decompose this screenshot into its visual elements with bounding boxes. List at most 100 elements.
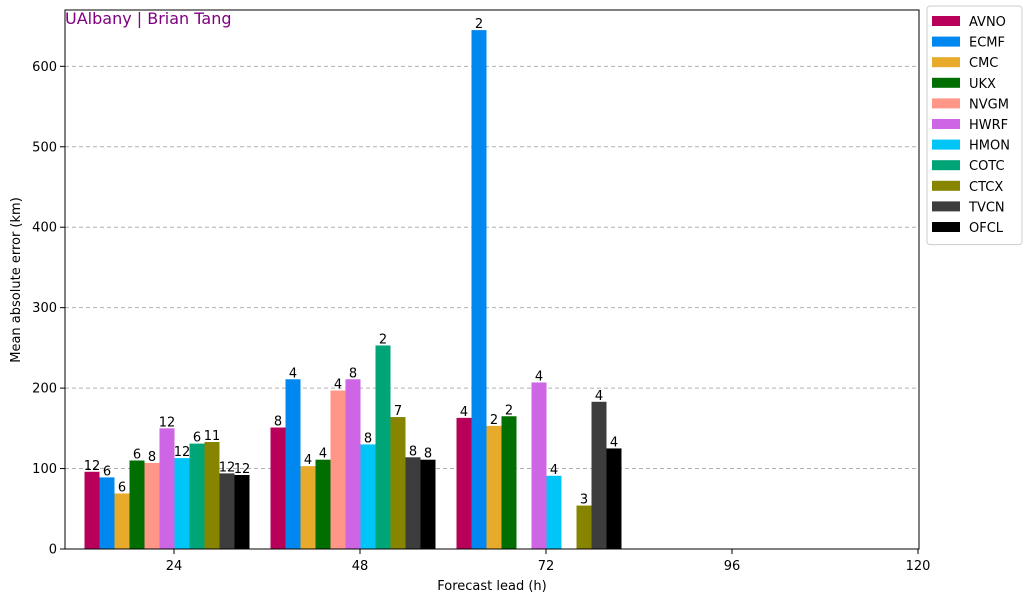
bar-count-label: 3 [580,493,588,508]
y-tick-label: 400 [32,221,57,236]
bar-avno-72 [456,417,472,549]
bar-count-label: 4 [610,435,618,450]
bar-cmc-72 [486,425,502,549]
bar-count-label: 6 [133,448,141,463]
x-tick-label: 24 [166,559,183,574]
y-tick-label: 500 [32,140,57,155]
bar-count-label: 4 [460,405,468,420]
legend-label-hwrf: HWRF [969,118,1008,133]
bar-ofcl-72 [606,448,622,549]
bar-count-label: 8 [424,447,432,462]
bars [84,30,622,550]
bar-ctcx-24 [204,442,220,549]
x-tick-label: 48 [352,559,369,574]
plot-frame [64,9,920,550]
bar-count-label: 2 [490,413,498,428]
bar-count-label: 4 [334,378,342,393]
y-tick-label: 200 [32,382,57,397]
bar-count-label: 2 [379,332,387,347]
bar-ofcl-48 [420,459,436,549]
bar-count-label: 8 [274,415,282,430]
x-axis: 24 48 72 96 120 [166,549,931,574]
bar-count-label: 12 [234,462,251,477]
watermark-text: UAlbany | Brian Tang [65,9,232,28]
bar-tvcn-48 [405,457,421,549]
bar-ukx-72 [501,416,517,549]
bar-count-label: 4 [595,389,603,404]
bar-count-label: 8 [409,444,417,459]
bar-count-label: 2 [475,17,483,32]
bar-count-label: 4 [289,366,297,381]
y-tick-label: 0 [49,543,57,558]
bar-ukx-24 [129,460,145,549]
bar-hwrf-24 [159,428,175,549]
bar-cmc-48 [300,466,316,549]
bar-count-label: 4 [550,463,558,478]
legend-swatch-avno [932,16,960,26]
bar-count-label: 4 [304,453,312,468]
bar-cotc-24 [189,443,205,549]
bar-count-label: 6 [118,480,126,495]
legend-label-avno: AVNO [969,15,1006,30]
legend-swatch-ctcx [932,180,960,191]
legend-label-hmon: HMON [969,139,1010,154]
legend-swatch-tvcn [932,201,960,212]
y-axis-label: Mean absolute error (km) [9,197,24,363]
bar-cmc-24 [114,493,130,549]
bar-count-label: 12 [84,459,101,474]
bar-ctcx-48 [390,417,406,549]
y-tick-label: 100 [32,462,57,477]
x-axis-label: Forecast lead (h) [437,579,546,594]
legend-label-cotc: COTC [969,159,1005,174]
bar-ecmf-48 [285,379,301,549]
bar-ecmf-24 [99,477,115,549]
legend-label-ofcl: OFCL [969,221,1004,236]
legend-label-ecmf: ECMF [969,36,1005,51]
bar-count-label: 8 [349,366,357,381]
bar-ukx-48 [315,459,331,549]
legend-label-cmc: CMC [969,56,998,71]
bar-hmon-72 [546,475,562,549]
bar-count-label: 4 [535,369,543,384]
bar-ctcx-72 [576,505,592,549]
legend-swatch-hwrf [932,119,960,129]
y-tick-label: 300 [32,301,57,316]
legend-swatch-hmon [932,139,960,150]
bar-tvcn-24 [219,473,235,549]
bar-hmon-48 [360,444,376,549]
legend-label-tvcn: TVCN [968,200,1005,215]
x-tick-label: 72 [538,559,555,574]
bar-count-label: 8 [364,431,372,446]
bar-nvgm-24 [144,462,160,549]
bar-count-label: 7 [394,404,402,419]
bar-count-label: 12 [174,445,191,460]
bar-nvgm-48 [330,390,346,549]
bar-ecmf-72 [471,30,487,550]
x-tick-label: 120 [906,559,931,574]
bar-count-label: 12 [219,460,236,475]
y-axis: 0 100 200 300 400 500 600 [32,60,65,558]
bar-tvcn-72 [591,401,607,549]
bar-count-label: 12 [159,415,176,430]
bar-count-label: 2 [505,403,513,418]
bar-cotc-48 [375,345,391,549]
bar-ofcl-24 [234,474,250,549]
legend: AVNO ECMF CMC UKX NVGM HWRF HMON COTC CTCX TVCN OF… [926,5,1023,246]
bar-hmon-24 [174,458,190,549]
bar-count-label: 4 [319,447,327,462]
bar-count-label: 6 [193,431,201,446]
x-tick-label: 96 [724,559,741,574]
legend-swatch-ofcl [932,222,960,232]
legend-swatch-ukx [932,77,960,88]
legend-swatch-nvgm [932,98,960,109]
legend-swatch-cmc [932,57,960,68]
legend-label-nvgm: NVGM [969,97,1009,112]
bar-count-label: 11 [204,429,221,444]
legend-label-ctcx: CTCX [969,180,1003,195]
bar-avno-24 [84,471,100,549]
bar-hwrf-72 [531,382,547,549]
bar-avno-48 [270,427,286,549]
grid-lines [65,65,919,470]
